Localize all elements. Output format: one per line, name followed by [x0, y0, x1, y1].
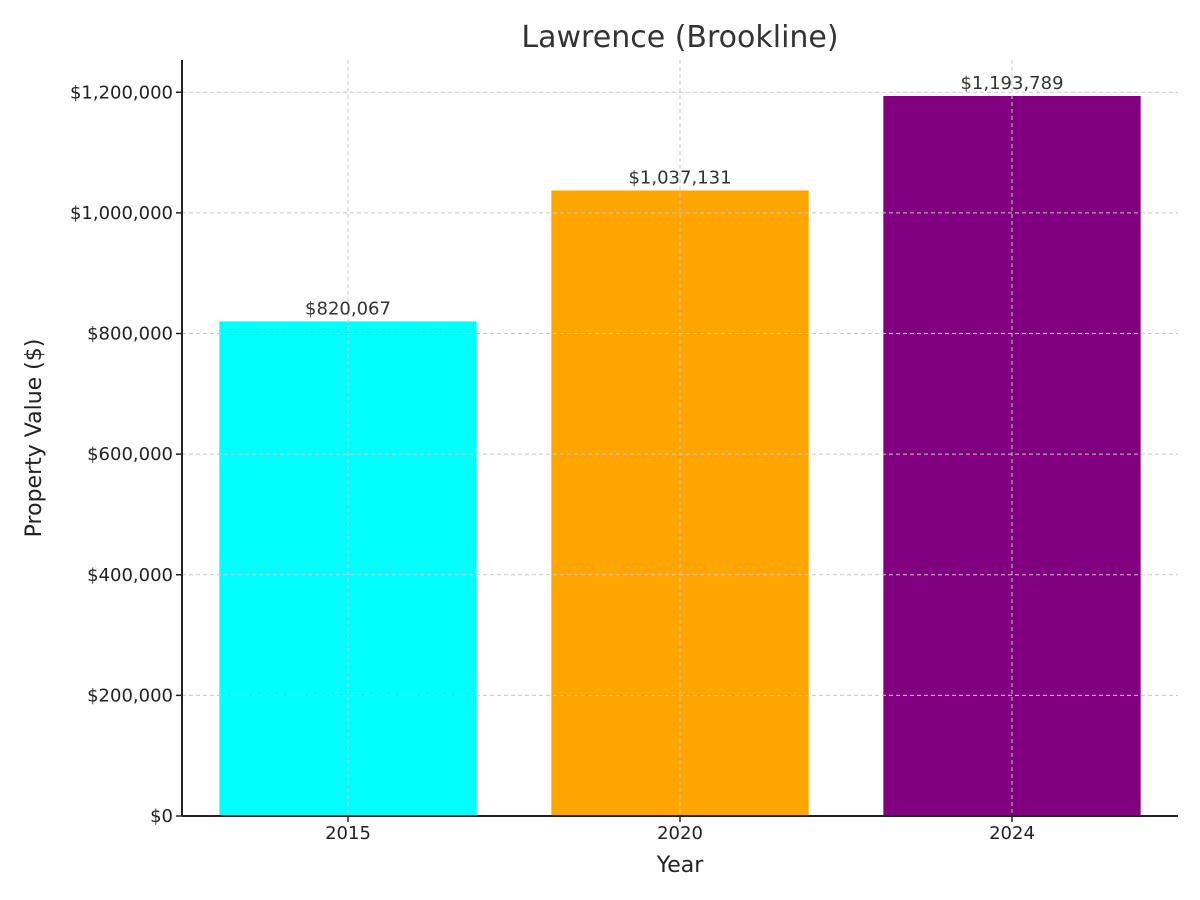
y-tick-label: $800,000	[87, 324, 173, 345]
bar-value-label: $1,193,789	[960, 73, 1063, 94]
x-tick-label: 2024	[989, 823, 1035, 844]
ticks: $0 $200,000 $400,000 $600,000 $800,000 $1,000…	[70, 82, 1035, 844]
y-tick-label: $600,000	[87, 444, 173, 465]
y-tick-label: $1,000,000	[70, 203, 173, 224]
y-tick-label: $0	[150, 806, 173, 827]
grid	[182, 60, 1178, 816]
y-tick-label: $400,000	[87, 565, 173, 586]
x-tick-label: 2015	[325, 823, 371, 844]
x-tick-label: 2020	[657, 823, 703, 844]
chart-title: Lawrence (Brookline)	[521, 20, 838, 55]
x-axis-label: Year	[656, 853, 705, 878]
y-axis-label: Property Value ($)	[22, 339, 47, 538]
data-labels: $820,067 $1,037,131 $1,193,789	[305, 73, 1063, 319]
y-tick-label: $200,000	[87, 685, 173, 706]
bar-value-label: $1,037,131	[628, 167, 731, 188]
bar-value-label: $820,067	[305, 298, 391, 319]
y-tick-label: $1,200,000	[70, 82, 173, 103]
